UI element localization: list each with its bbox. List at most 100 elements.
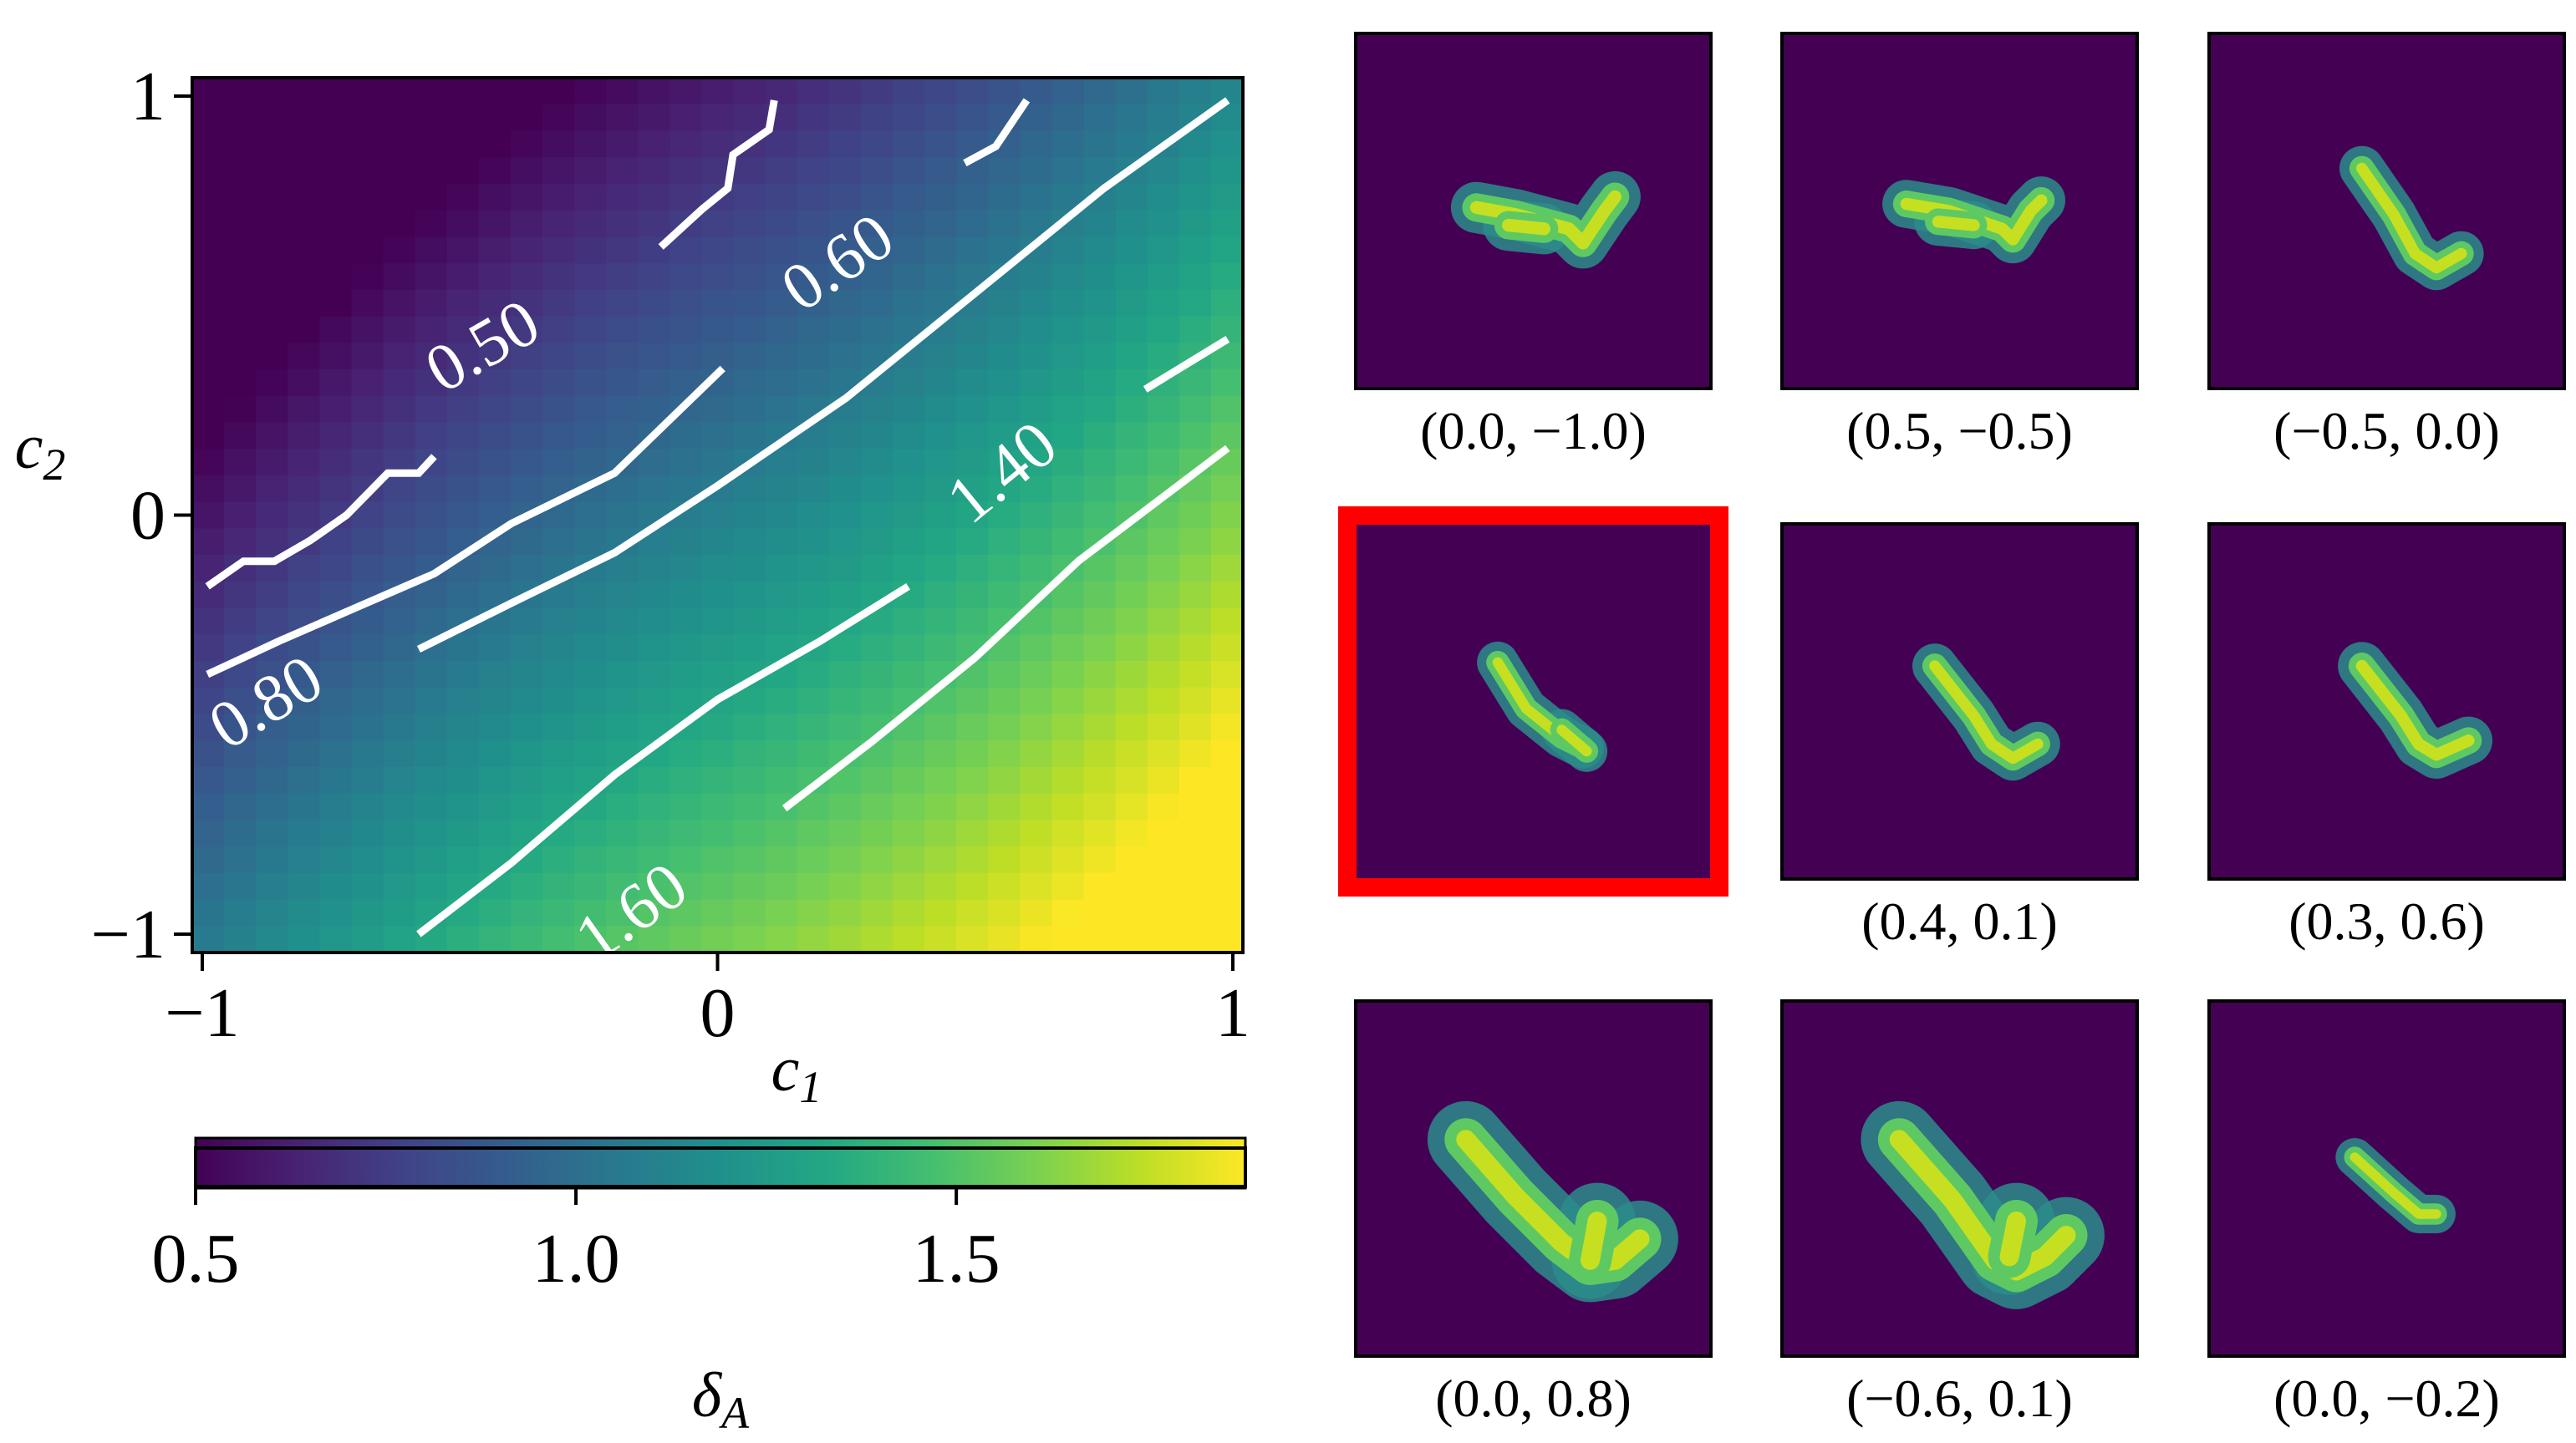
heatmap-cell [956, 899, 990, 927]
heatmap-cell [1210, 183, 1244, 211]
heatmap-cell [192, 395, 225, 424]
heatmap-cell [860, 687, 893, 715]
heatmap-cell [319, 183, 353, 211]
heatmap-cell [701, 793, 735, 821]
heatmap-cell [860, 210, 893, 238]
heatmap-cell [638, 687, 671, 715]
heatmap-cell [383, 740, 416, 768]
heatmap-cell [192, 634, 225, 662]
heatmap-cell [797, 475, 830, 503]
heatmap-cell [288, 369, 321, 397]
heatmap-cell [446, 926, 480, 953]
heatmap-cell [988, 820, 1021, 847]
heatmap-cell [288, 846, 321, 874]
heatmap-cell [224, 236, 257, 264]
heatmap-cell [606, 899, 639, 927]
digit-image-7: (0.0, 0.8) [1354, 999, 1713, 1428]
heatmap-cell [924, 528, 957, 556]
heatmap-cell [288, 793, 321, 821]
x-tick-label: 1 [1215, 974, 1250, 1052]
heatmap-cell [669, 555, 703, 582]
heatmap-cell [288, 78, 321, 105]
heatmap-cell [383, 395, 416, 424]
heatmap-cell [288, 422, 321, 450]
heatmap-cell [606, 607, 639, 636]
colorbar-tick-label: 0.5 [152, 1220, 240, 1298]
heatmap-cell [288, 766, 321, 795]
heatmap-cell [542, 528, 575, 556]
heatmap-cell [733, 899, 766, 927]
heatmap-cell [733, 343, 766, 370]
heatmap-cell [319, 661, 353, 688]
heatmap-cell [1115, 872, 1148, 901]
heatmap-cell [956, 740, 990, 768]
heatmap-cell [797, 820, 830, 847]
heatmap-cell [956, 236, 990, 264]
heatmap-cell [415, 475, 448, 503]
digit-image-grid: (0.0, −1.0) (0.5, −0.5) (−0.5, 0.0) (0.4, 0… [1338, 32, 2566, 1428]
heatmap-cell [224, 395, 257, 424]
heatmap-cell [638, 449, 671, 476]
heatmap-cell [1179, 78, 1212, 105]
heatmap-cell [383, 820, 416, 847]
heatmap-cell [351, 422, 384, 450]
heatmap-cell [669, 183, 703, 211]
heatmap-cell [956, 555, 990, 582]
heatmap-cell [319, 289, 353, 318]
heatmap-cell [574, 263, 607, 291]
heatmap-cell [860, 661, 893, 688]
heatmap-cell [1083, 369, 1117, 397]
heatmap-cell [510, 793, 543, 821]
heatmap-cell [1083, 740, 1117, 768]
heatmap-cell [797, 104, 830, 132]
heatmap-cell [924, 714, 957, 741]
digit-image-6: (0.3, 0.6) [2207, 522, 2566, 951]
heatmap-cell [893, 740, 925, 768]
heatmap-cell [828, 820, 862, 847]
highlight-border [1338, 506, 1728, 897]
colorbar-label: δA [692, 1360, 750, 1438]
contour-line-1-4 [1143, 336, 1230, 393]
heatmap-cell [893, 157, 925, 185]
heatmap-cell [893, 104, 925, 132]
heatmap-cell [192, 422, 225, 450]
heatmap-cell [828, 343, 862, 370]
heatmap-cell [828, 846, 862, 874]
heatmap-cell [828, 78, 862, 105]
heatmap-cell [606, 687, 639, 715]
heatmap-cell [1179, 236, 1212, 264]
heatmap-cell [478, 899, 512, 927]
heatmap-cell [669, 104, 703, 132]
heatmap-cell [1210, 369, 1244, 397]
heatmap-cell [733, 263, 766, 291]
heatmap-cell [956, 926, 990, 953]
heatmap-cell [828, 528, 862, 556]
heatmap-cell [224, 926, 257, 953]
heatmap-cell [478, 104, 512, 132]
y-axis-label: c2 [15, 412, 66, 490]
heatmap-cell [701, 501, 735, 530]
heatmap-cell [383, 926, 416, 953]
heatmap-cell [797, 581, 830, 609]
heatmap-cell [765, 316, 798, 344]
heatmap-cell [542, 846, 575, 874]
heatmap-cell [765, 210, 798, 238]
heatmap-cell [224, 475, 257, 503]
heatmap-cell [256, 183, 289, 211]
heatmap-cell [446, 316, 480, 344]
heatmap-cell [319, 714, 353, 741]
heatmap-cell [383, 130, 416, 158]
heatmap-cell [1115, 183, 1148, 211]
heatmap-cell [1051, 766, 1085, 795]
heatmap-cell [510, 899, 543, 927]
heatmap-cell [893, 607, 925, 636]
heatmap-cell [733, 528, 766, 556]
heatmap-cell [924, 210, 957, 238]
digit-image-frame [1780, 522, 2139, 881]
heatmap-cell [351, 820, 384, 847]
heatmap-cell [256, 130, 289, 158]
colorbar: 0.5 1.0 1.5 δA [152, 1136, 1247, 1438]
heatmap-cell [797, 501, 830, 530]
heatmap-cell [351, 210, 384, 238]
heatmap-cell [638, 157, 671, 185]
